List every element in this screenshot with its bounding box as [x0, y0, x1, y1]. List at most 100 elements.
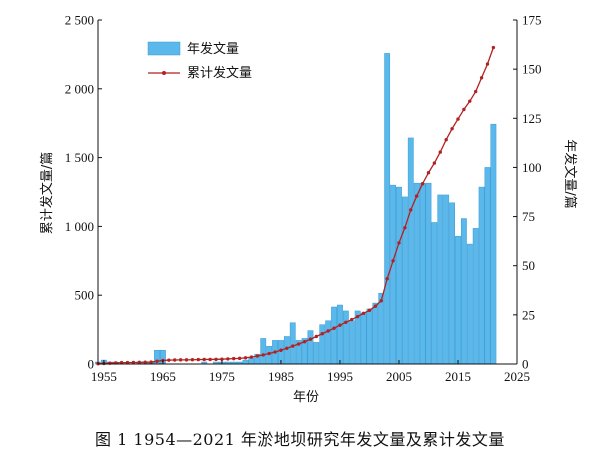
point-1996	[344, 320, 348, 325]
x-tick-label: 1985	[268, 369, 294, 384]
point-1987	[291, 344, 295, 348]
point-2002	[379, 299, 383, 303]
y-right-tick-label: 50	[522, 258, 535, 273]
bar-2003	[384, 53, 391, 365]
bar-1999	[360, 312, 367, 365]
point-2007	[409, 208, 413, 212]
point-1986	[285, 346, 289, 351]
point-2000	[367, 308, 372, 313]
point-2012	[438, 150, 442, 154]
axes	[97, 19, 518, 365]
y-right-tick-label: 75	[522, 209, 535, 224]
point-1969	[184, 358, 189, 362]
y-left-tick-label: 0	[88, 357, 95, 372]
point-1966	[167, 358, 171, 362]
x-axis-label: 年份	[293, 390, 319, 405]
point-1976	[226, 357, 230, 361]
y-right-tick-label: 0	[522, 357, 529, 372]
point-1977	[232, 356, 236, 361]
y-left-tick-label: 1 500	[65, 150, 94, 165]
y-left-tick-label: 1 000	[65, 219, 94, 234]
point-1975	[220, 357, 224, 361]
bar-2008	[413, 182, 420, 365]
point-2004	[391, 259, 395, 263]
y-axis-left-label: 累计发文量/篇	[39, 152, 55, 234]
point-1993	[326, 329, 330, 333]
point-1998	[355, 314, 360, 319]
bar-2018	[472, 228, 479, 365]
bar-2013	[443, 194, 450, 365]
legend-bar-label: 年发文量	[187, 41, 239, 57]
point-1958	[119, 360, 124, 365]
point-2006	[403, 226, 407, 230]
point-2014	[450, 127, 454, 131]
bar-2010	[425, 182, 432, 365]
point-2009	[420, 182, 425, 186]
point-1982	[261, 353, 265, 357]
point-1980	[249, 355, 254, 359]
point-1964	[155, 359, 159, 363]
point-1988	[296, 342, 301, 346]
y-right-tick-label: 100	[522, 160, 542, 175]
point-1970	[190, 358, 195, 362]
bar-2004	[390, 184, 396, 365]
point-2010	[426, 171, 431, 175]
bar-2000	[366, 308, 373, 365]
point-1981	[255, 354, 260, 358]
point-1992	[320, 332, 324, 336]
bar-1995	[337, 304, 343, 365]
point-2020	[485, 62, 490, 66]
point-2011	[432, 161, 437, 165]
point-1999	[361, 311, 366, 316]
bar-2005	[396, 186, 402, 365]
bar-1987	[289, 322, 296, 365]
legend-line-marker	[162, 71, 166, 75]
point-1997	[350, 317, 354, 322]
x-tick-label: 2025	[504, 369, 530, 384]
y-left-tick-label: 2 000	[65, 81, 94, 96]
bar-1993	[325, 320, 332, 365]
bar-2015	[455, 235, 461, 365]
point-1985	[279, 348, 283, 352]
legend-bar-swatch	[147, 41, 181, 56]
bar-2017	[466, 243, 473, 365]
bar-2014	[449, 202, 455, 365]
bar-1991	[313, 342, 320, 365]
bar-2019	[478, 186, 485, 365]
point-2008	[414, 194, 419, 198]
point-2017	[468, 99, 472, 103]
bar-2009	[419, 182, 426, 365]
figure-caption: 图 1 1954—2021 年淤地坝研究年发文量及累计发文量	[95, 430, 505, 449]
point-2015	[456, 117, 460, 121]
point-1991	[314, 334, 319, 339]
bar-2001	[372, 302, 379, 365]
bar-1994	[331, 306, 337, 365]
point-1967	[173, 358, 177, 362]
point-1994	[332, 326, 336, 330]
point-1974	[214, 357, 218, 362]
bar-1992	[319, 324, 326, 365]
bar-2020	[484, 167, 491, 365]
point-2003	[385, 276, 389, 281]
point-2005	[397, 241, 401, 245]
point-1979	[243, 356, 248, 360]
point-1960	[131, 360, 136, 365]
point-1968	[178, 358, 183, 362]
y-right-tick-label: 175	[522, 13, 542, 28]
point-1995	[338, 323, 342, 327]
bar-1980	[248, 357, 255, 365]
point-1963	[149, 360, 153, 364]
y-right-tick-label: 25	[522, 307, 535, 322]
y-right-tick-label: 150	[522, 62, 542, 77]
point-2001	[373, 304, 378, 308]
point-2018	[473, 89, 478, 94]
bar-1998	[354, 310, 361, 365]
bar-2002	[378, 292, 385, 365]
point-1959	[125, 360, 130, 365]
x-tick-label: 2005	[386, 369, 412, 384]
bar-1996	[342, 310, 349, 365]
point-1984	[273, 350, 277, 354]
x-tick-label: 1955	[91, 369, 117, 384]
bar-2021	[490, 123, 497, 365]
